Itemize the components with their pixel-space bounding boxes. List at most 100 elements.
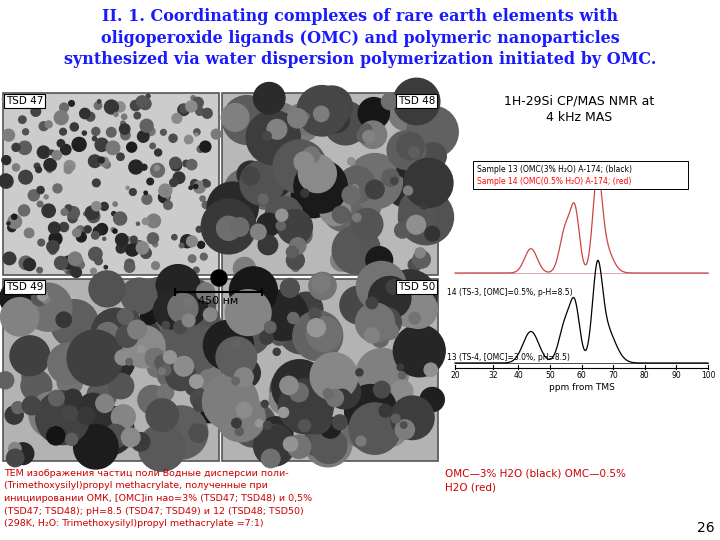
Circle shape [122, 114, 127, 119]
Circle shape [204, 308, 217, 321]
Circle shape [232, 418, 241, 428]
Circle shape [407, 106, 458, 158]
Circle shape [398, 190, 454, 245]
Circle shape [302, 405, 331, 434]
Circle shape [47, 241, 59, 253]
Circle shape [371, 329, 389, 347]
Circle shape [255, 191, 273, 209]
Circle shape [258, 235, 278, 255]
Circle shape [267, 119, 287, 139]
Circle shape [89, 271, 125, 307]
Circle shape [29, 392, 75, 437]
Circle shape [130, 188, 136, 195]
Circle shape [269, 386, 297, 414]
Circle shape [387, 173, 420, 206]
Circle shape [287, 252, 305, 269]
Circle shape [87, 210, 100, 222]
Circle shape [233, 341, 241, 349]
Circle shape [96, 322, 120, 346]
Circle shape [112, 405, 135, 429]
Circle shape [104, 424, 127, 448]
Circle shape [294, 152, 314, 172]
Circle shape [216, 393, 265, 442]
Circle shape [347, 153, 402, 209]
Circle shape [222, 334, 251, 363]
Circle shape [49, 247, 56, 254]
Circle shape [326, 389, 343, 407]
Circle shape [134, 112, 140, 119]
Circle shape [189, 255, 196, 262]
Circle shape [415, 248, 426, 258]
Circle shape [36, 167, 42, 173]
Circle shape [288, 313, 299, 323]
Circle shape [96, 394, 114, 413]
Circle shape [186, 159, 197, 170]
Circle shape [236, 402, 252, 417]
Circle shape [194, 184, 198, 188]
Circle shape [261, 129, 289, 157]
Circle shape [366, 180, 384, 199]
Circle shape [84, 226, 91, 233]
Circle shape [172, 234, 177, 240]
Circle shape [49, 232, 62, 245]
Circle shape [117, 153, 124, 160]
Circle shape [126, 186, 129, 190]
Circle shape [94, 227, 102, 236]
Circle shape [168, 293, 198, 323]
Circle shape [19, 116, 26, 123]
Circle shape [39, 291, 68, 320]
Circle shape [184, 298, 194, 307]
Circle shape [405, 166, 424, 185]
Circle shape [375, 414, 407, 447]
Circle shape [251, 224, 266, 240]
Circle shape [393, 78, 440, 125]
Circle shape [115, 350, 130, 365]
Circle shape [98, 157, 104, 163]
Circle shape [161, 130, 166, 135]
Circle shape [138, 424, 185, 471]
Circle shape [222, 96, 271, 144]
Circle shape [136, 222, 140, 225]
Circle shape [357, 129, 372, 143]
Circle shape [62, 256, 75, 269]
Circle shape [49, 390, 64, 406]
Circle shape [146, 399, 179, 431]
Circle shape [150, 143, 156, 148]
Circle shape [116, 325, 138, 347]
Circle shape [391, 177, 397, 184]
Circle shape [204, 180, 210, 187]
Circle shape [256, 109, 281, 133]
Circle shape [369, 276, 411, 319]
Circle shape [211, 270, 227, 286]
Circle shape [390, 282, 434, 327]
Circle shape [312, 86, 352, 126]
Circle shape [56, 312, 71, 327]
Circle shape [12, 164, 19, 171]
Circle shape [12, 443, 34, 464]
Circle shape [280, 376, 298, 395]
Circle shape [270, 366, 319, 415]
Circle shape [44, 195, 48, 199]
Circle shape [217, 216, 240, 240]
Circle shape [312, 274, 330, 293]
Circle shape [390, 396, 434, 440]
Circle shape [292, 263, 300, 272]
Circle shape [304, 419, 352, 467]
Circle shape [333, 206, 349, 223]
Circle shape [143, 218, 149, 225]
Circle shape [21, 370, 52, 401]
Circle shape [279, 379, 333, 434]
Circle shape [95, 138, 109, 151]
Circle shape [71, 123, 78, 131]
Circle shape [256, 420, 263, 427]
Circle shape [356, 436, 366, 446]
Circle shape [68, 214, 77, 222]
Circle shape [158, 368, 165, 375]
Circle shape [155, 149, 162, 156]
Circle shape [343, 412, 379, 447]
Circle shape [53, 184, 62, 193]
Circle shape [100, 202, 108, 211]
Circle shape [66, 433, 78, 446]
Circle shape [297, 86, 347, 136]
Circle shape [47, 427, 65, 445]
